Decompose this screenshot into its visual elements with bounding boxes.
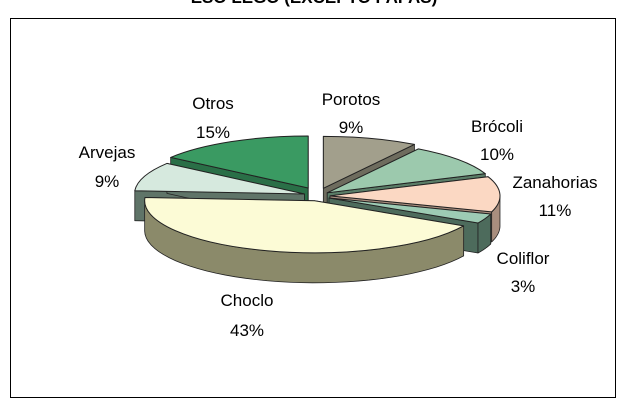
pie-slice-choclo bbox=[144, 197, 465, 284]
pie-label-arvejas: Arvejas bbox=[79, 143, 136, 162]
pie-labels-layer: Porotos 9% Brócoli 10% Zanahorias 11% Coliflor… bbox=[79, 90, 598, 340]
pie-slices-layer bbox=[134, 135, 501, 284]
pie-percent-brócoli: 10% bbox=[480, 145, 514, 164]
pie-percent-otros: 15% bbox=[196, 123, 230, 142]
pie-label-brócoli: Brócoli bbox=[471, 117, 523, 136]
pie-label-porotos: Porotos bbox=[322, 90, 381, 109]
pie-label-choclo: Choclo bbox=[221, 291, 274, 310]
chart-title: ESO LEGO (EXCEPTO PAPAS) bbox=[0, 0, 628, 8]
pie-label-coliflor: Coliflor bbox=[497, 249, 550, 268]
pie-percent-arvejas: 9% bbox=[95, 172, 120, 191]
pie-percent-zanahorias: 11% bbox=[539, 201, 572, 220]
pie-percent-coliflor: 3% bbox=[511, 277, 536, 296]
pie-label-otros: Otros bbox=[192, 94, 234, 113]
pie-label-zanahorias: Zanahorias bbox=[512, 173, 597, 192]
pie-percent-choclo: 43% bbox=[230, 321, 264, 340]
pie-percent-porotos: 9% bbox=[339, 118, 364, 137]
